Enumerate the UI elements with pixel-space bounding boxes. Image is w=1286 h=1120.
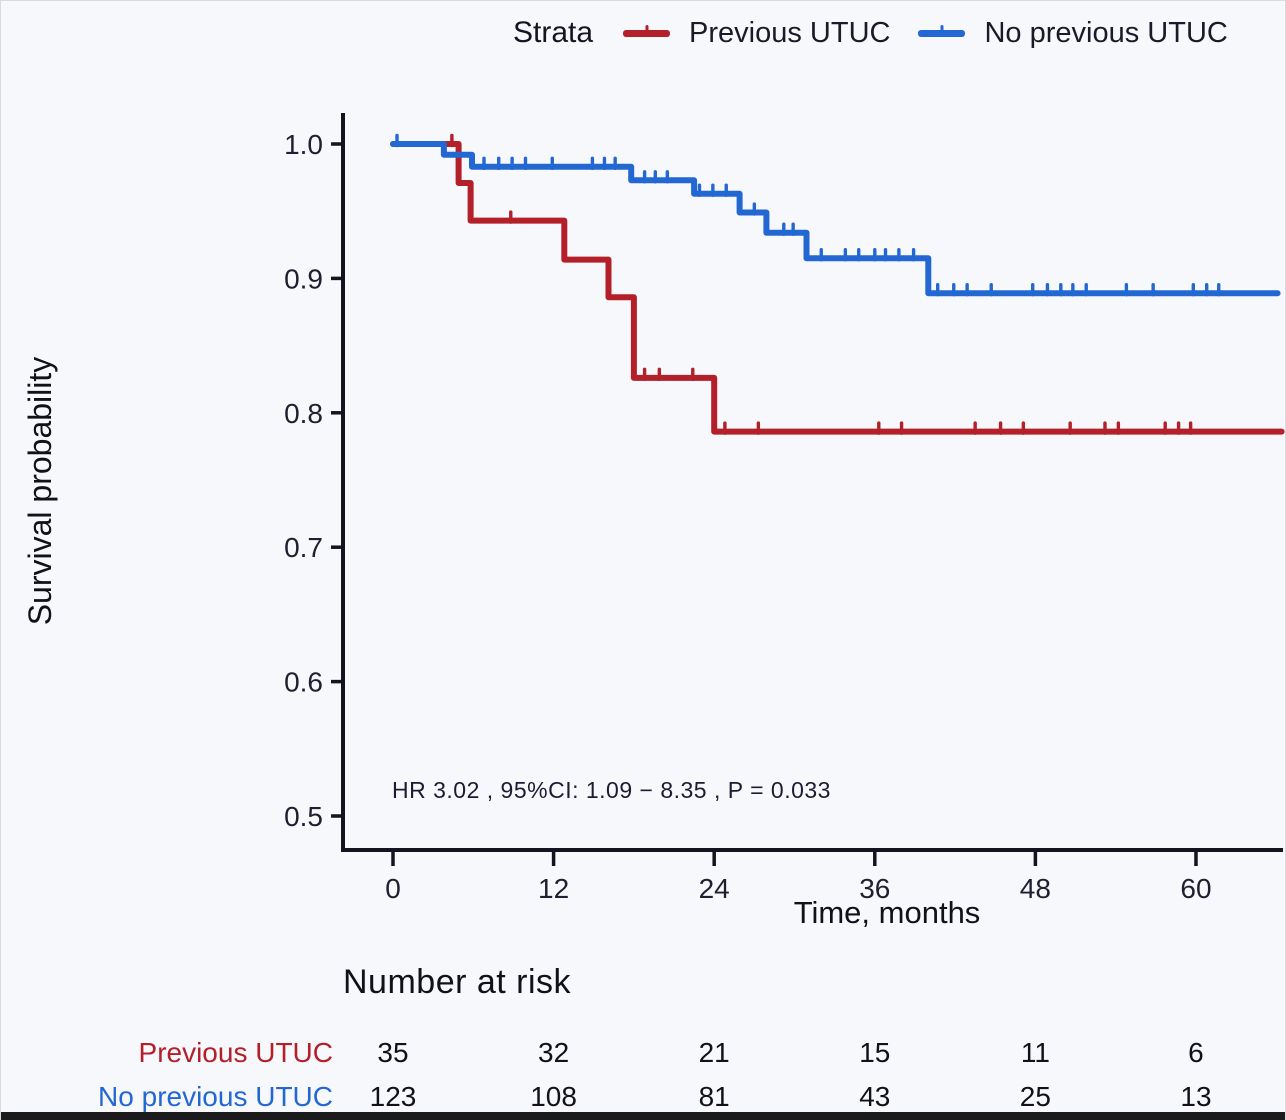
- km-curve-previous-utuc: [390, 141, 1285, 435]
- y-tick-label: 0.7: [284, 532, 323, 563]
- x-tick-label: 24: [699, 873, 730, 904]
- risk-row-label-previous-utuc: Previous UTUC: [138, 1037, 333, 1068]
- km-curve-no-previous-utuc: [390, 141, 1281, 297]
- legend-key-no-previous-utuc-icon: [918, 24, 966, 37]
- y-axis-title: Survival probability: [22, 357, 58, 626]
- x-tick-label: 36: [859, 873, 890, 904]
- y-tick-label: 0.9: [284, 263, 323, 294]
- risk-value: 108: [530, 1081, 577, 1112]
- y-tick-label: 0.6: [284, 667, 323, 698]
- risk-value: 35: [377, 1037, 409, 1068]
- legend-key-previous-utuc-icon: [623, 24, 671, 37]
- risk-value: 11: [1020, 1037, 1050, 1068]
- legend-label-previous-utuc: Previous UTUC: [689, 16, 891, 49]
- x-tick-label: 60: [1180, 873, 1211, 904]
- censor-tick-icon: [940, 24, 944, 37]
- legend: Strata Previous UTUC No previous UTUC: [513, 9, 1256, 57]
- survival-plot: 1.0 0.9 0.8 0.7 0.6 0.5 0 12 24 36 48 60 Survival pr…: [22, 113, 1285, 930]
- risk-row-label-no-previous-utuc: No previous UTUC: [98, 1081, 333, 1112]
- risk-value: 43: [859, 1081, 891, 1112]
- risk-value: 6: [1188, 1037, 1204, 1068]
- risk-value: 32: [538, 1037, 570, 1068]
- x-tick-label: 48: [1020, 873, 1051, 904]
- risk-table-title: Number at risk: [343, 963, 572, 1001]
- risk-value: 21: [698, 1037, 730, 1068]
- risk-value: 123: [369, 1081, 417, 1112]
- bottom-border-bar: [1, 1112, 1285, 1120]
- risk-value: 25: [1019, 1081, 1051, 1112]
- censor-tick-icon: [645, 24, 649, 37]
- x-tick-label: 12: [538, 873, 569, 904]
- x-tick-label: 0: [385, 873, 401, 904]
- risk-value: 13: [1180, 1081, 1212, 1112]
- hr-annotation: HR 3.02 , 95%CI: 1.09 − 8.35 , P = 0.033: [392, 777, 831, 803]
- y-tick-label: 0.8: [284, 398, 323, 429]
- y-tick-label: 1.0: [284, 129, 323, 160]
- legend-title: Strata: [513, 16, 594, 49]
- risk-value: 81: [698, 1081, 730, 1112]
- x-axis-title: Time, months: [794, 895, 981, 930]
- risk-value: 15: [859, 1037, 891, 1068]
- legend-label-no-previous-utuc: No previous UTUC: [984, 16, 1228, 49]
- y-tick-label: 0.5: [284, 801, 323, 832]
